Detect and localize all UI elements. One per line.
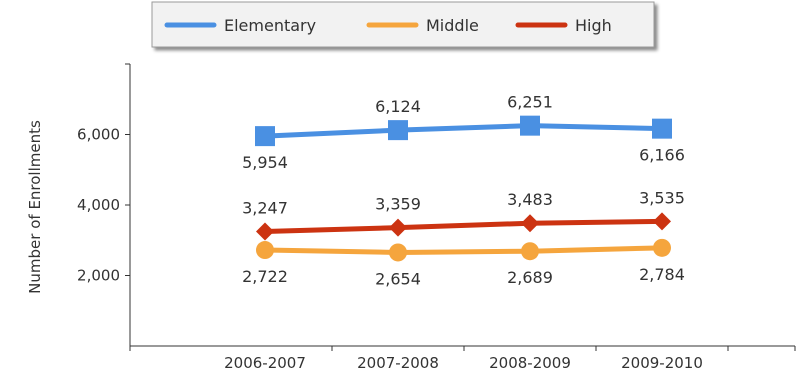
series-middle <box>256 238 671 262</box>
data-point-marker <box>653 212 671 231</box>
data-label: 2,722 <box>242 267 288 286</box>
y-tick-label: 6,000 <box>77 126 120 144</box>
data-point-marker <box>521 214 539 233</box>
chart-legend: Elementary Middle High <box>151 1 655 48</box>
data-point-marker <box>389 243 407 262</box>
series-line-high <box>262 218 665 235</box>
series-line-middle <box>262 245 665 255</box>
data-labels-layer: 2,722 2,654 2,689 2,784 3,247 3,359 3,483 3,535… <box>242 93 685 289</box>
legend-label: High <box>575 16 612 35</box>
data-point-marker <box>521 242 539 261</box>
data-point-marker <box>255 126 275 147</box>
data-label: 2,654 <box>375 269 421 288</box>
series-high <box>256 212 671 241</box>
y-axis-title: Number of Enrollments <box>26 120 44 294</box>
data-point-marker <box>653 238 671 257</box>
x-tick-label: 2006-2007 <box>224 354 306 372</box>
legend-label: Middle <box>426 16 479 35</box>
x-tick-label: 2008-2009 <box>489 354 571 372</box>
data-label: 3,359 <box>375 195 421 214</box>
legend-item-high[interactable]: High <box>515 16 612 35</box>
x-tick-label: 2009-2010 <box>621 354 703 372</box>
data-label: 6,124 <box>375 97 421 116</box>
data-point-marker <box>256 241 274 260</box>
data-point-marker <box>520 115 540 136</box>
data-point-marker <box>256 222 274 241</box>
y-tick-label: 4,000 <box>77 196 120 214</box>
series-line-elementary <box>262 123 665 139</box>
data-label: 3,247 <box>242 199 288 218</box>
series-elementary <box>255 115 672 147</box>
legend-item-middle[interactable]: Middle <box>366 16 479 35</box>
data-label: 2,689 <box>507 268 553 287</box>
chart-axes: 2,000 4,000 6,000 Number of Enrollments 2006… <box>26 63 796 372</box>
x-tick-label: 2007-2008 <box>357 354 439 372</box>
data-point-marker <box>652 118 672 139</box>
data-label: 6,251 <box>507 93 553 112</box>
data-label: 2,784 <box>639 265 685 284</box>
legend-item-elementary[interactable]: Elementary <box>164 16 316 35</box>
data-label: 6,166 <box>639 146 685 165</box>
data-label: 3,535 <box>639 188 685 207</box>
legend-label: Elementary <box>224 16 316 35</box>
series-layer <box>255 115 672 262</box>
y-tick-label: 2,000 <box>77 267 120 285</box>
data-label: 5,954 <box>242 153 288 172</box>
data-point-marker <box>388 120 408 141</box>
data-point-marker <box>389 218 407 237</box>
data-label: 3,483 <box>507 190 553 209</box>
